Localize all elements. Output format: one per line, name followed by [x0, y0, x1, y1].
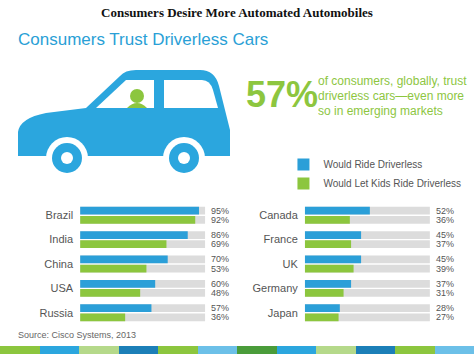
svg-text:60%: 60% — [211, 279, 229, 289]
svg-text:Germany: Germany — [253, 282, 299, 294]
svg-text:UK: UK — [283, 258, 299, 270]
svg-text:86%: 86% — [211, 230, 229, 240]
svg-text:27%: 27% — [436, 312, 454, 322]
html-text:57%: 57% — [246, 74, 319, 115]
svg-text:70%: 70% — [211, 254, 229, 264]
svg-text:37%: 37% — [436, 279, 454, 289]
svg-text:Japan: Japan — [268, 307, 298, 319]
svg-text:Canada: Canada — [259, 209, 298, 221]
svg-text:37%: 37% — [436, 239, 454, 249]
svg-text:45%: 45% — [436, 254, 454, 264]
svg-text:48%: 48% — [211, 288, 229, 298]
svg-text:57%: 57% — [211, 303, 229, 313]
svg-text:39%: 39% — [436, 264, 454, 274]
svg-text:95%: 95% — [211, 206, 229, 216]
svg-text:69%: 69% — [211, 239, 229, 249]
svg-text:52%: 52% — [436, 206, 454, 216]
html-text:Consumers Desire More Automate: Consumers Desire More Automated Automobi… — [101, 5, 373, 20]
html-text:Consumers Trust Driverless Car: Consumers Trust Driverless Cars — [18, 30, 269, 49]
svg-text:36%: 36% — [436, 215, 454, 225]
svg-text:53%: 53% — [211, 264, 229, 274]
svg-text:China: China — [44, 258, 74, 270]
html-text:Source: Cisco Systems, 2013: Source: Cisco Systems, 2013 — [18, 330, 137, 340]
svg-text:Would Ride Driverless: Would Ride Driverless — [323, 159, 422, 170]
html-text:of consumers, globally, trust: of consumers, globally, trust driverless… — [318, 74, 467, 118]
svg-text:31%: 31% — [436, 288, 454, 298]
svg-text:36%: 36% — [211, 312, 229, 322]
svg-text:92%: 92% — [211, 215, 229, 225]
svg-text:USA: USA — [50, 282, 73, 294]
svg-text:India: India — [49, 233, 74, 245]
svg-text:France: France — [264, 233, 298, 245]
svg-text:Russia: Russia — [39, 307, 74, 319]
svg-text:45%: 45% — [436, 230, 454, 240]
svg-text:Brazil: Brazil — [46, 209, 74, 221]
svg-text:Would Let Kids Ride Driverless: Would Let Kids Ride Driverless — [323, 178, 461, 189]
svg-text:28%: 28% — [436, 303, 454, 313]
